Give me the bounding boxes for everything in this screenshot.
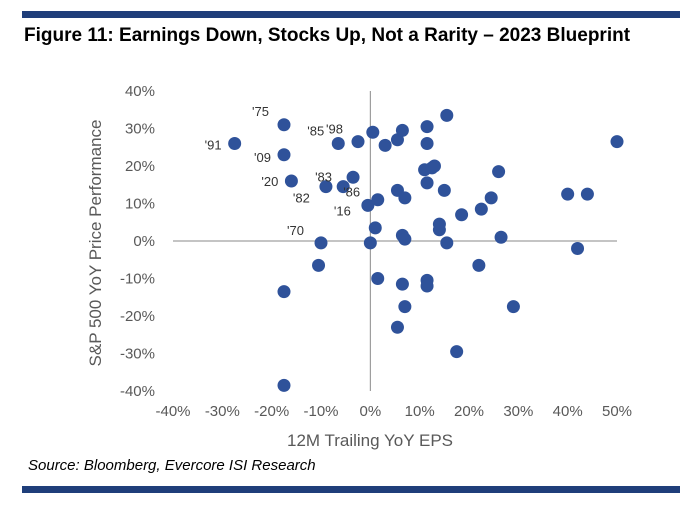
data-point [398,232,412,246]
data-point [312,258,326,272]
data-point [371,193,385,207]
data-point [363,236,377,250]
x-tick-label: 40% [553,403,583,420]
data-point [474,202,488,216]
data-point [277,148,291,162]
data-point [366,125,380,139]
data-point [351,135,365,149]
data-point [378,138,392,152]
data-point [336,180,350,194]
data-point [420,120,434,134]
source-note: Source: Bloomberg, Evercore ISI Research [28,457,316,474]
point-label: '91 [205,138,222,153]
x-tick-label: 20% [454,403,484,420]
point-label: '70 [287,223,304,238]
data-point [432,223,446,237]
data-point [455,208,469,222]
x-tick-label: -20% [254,403,289,420]
data-point [331,137,345,150]
data-point [610,135,624,149]
top-rule [22,11,680,18]
x-tick-label: -40% [155,403,190,420]
data-point [440,108,454,122]
x-tick-labels: -40% -30% -20% -10% 0% 10% 20% 30% 40% 50% [155,403,632,420]
point-label: '86 [343,185,360,200]
data-point [580,187,594,201]
data-point [390,320,404,334]
data-point [571,242,585,255]
point-label: '82 [293,191,310,206]
data-point [228,137,242,150]
data-point [346,170,360,184]
data-point [277,285,291,299]
data-point [371,272,385,285]
point-label: '98 [326,122,343,137]
data-point [319,180,333,194]
data-point [420,137,434,150]
y-tick-label: 10% [125,196,155,213]
data-point [484,191,498,205]
data-point [440,236,454,250]
point-label: '85 [307,124,324,139]
y-tick-label: 20% [125,158,155,175]
x-tick-label: 0% [359,403,381,420]
x-tick-label: 30% [503,403,533,420]
data-points [228,108,624,392]
y-tick-label: 0% [133,233,155,250]
point-label: '20 [261,174,278,189]
y-tick-label: -40% [120,383,155,400]
data-point [492,165,506,179]
data-point [494,230,508,244]
data-point [450,345,464,359]
x-axis-label: 12M Trailing YoY EPS [287,431,453,450]
data-point [368,221,382,235]
data-point [395,123,409,137]
bottom-rule [22,486,680,493]
y-tick-label: -30% [120,346,155,363]
data-point [314,236,328,250]
y-tick-label: -20% [120,308,155,325]
point-label: '75 [252,104,269,119]
y-tick-label: -10% [120,271,155,288]
data-point [277,378,291,392]
data-point [472,258,486,272]
data-point [437,183,451,197]
x-tick-label: 50% [602,403,632,420]
data-point [506,300,520,314]
point-label: '09 [254,150,271,165]
data-point [561,187,575,201]
data-point [398,191,412,205]
y-axis-label: S&P 500 YoY Price Performance [86,120,105,367]
data-point [420,279,434,293]
x-tick-label: 10% [405,403,435,420]
y-tick-label: 30% [125,121,155,138]
data-point [427,159,441,173]
point-labels: '91 '75 '09 '20 '82 '70 '85'98 '83 '86 '16 [205,104,360,238]
data-point [395,277,409,291]
x-tick-label: -10% [303,403,338,420]
data-point [284,174,298,188]
data-point [277,118,291,132]
y-tick-label: 40% [125,83,155,100]
y-tick-labels: -40% -30% -20% -10% 0% 10% 20% 30% 40% [120,83,155,400]
data-point [398,300,412,314]
figure-title: Figure 11: Earnings Down, Stocks Up, Not… [24,25,631,46]
point-label: '16 [334,203,351,218]
x-tick-label: -30% [205,403,240,420]
data-point [420,176,434,190]
point-label: '83 [315,169,332,184]
data-point [361,198,375,212]
